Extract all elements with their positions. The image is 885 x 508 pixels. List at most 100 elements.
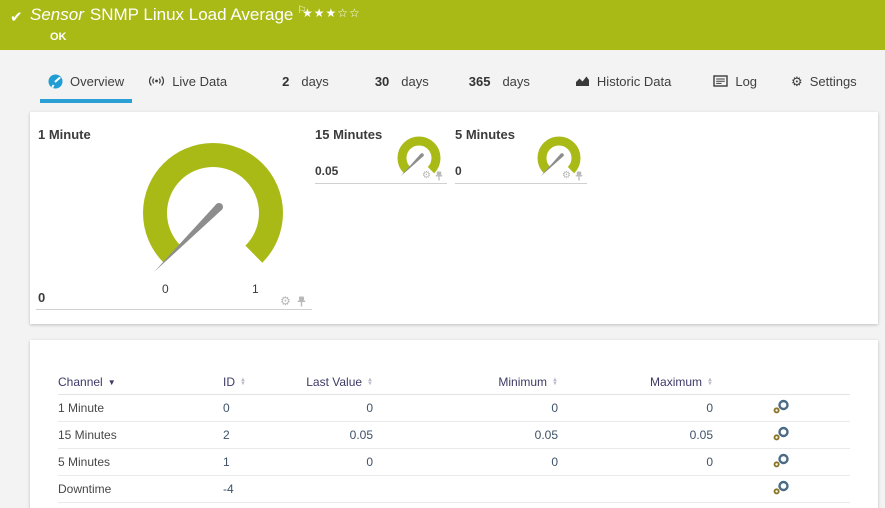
- channel-id: -4: [223, 475, 298, 503]
- page-title: SNMP Linux Load Average: [89, 5, 294, 24]
- flag-icon[interactable]: ⚐: [297, 5, 307, 17]
- sort-icon: ▲ ▼: [240, 377, 246, 387]
- gauges-panel: 1 Minute 0 1 0 ⚙ 15 Minutes 0.05 ⚙ 5 Min…: [30, 112, 878, 324]
- active-tab-underline: [40, 99, 133, 103]
- sort-icon: ▲ ▼: [367, 377, 373, 387]
- tab-30-days-label: days: [401, 73, 429, 89]
- channels-table: Channel ▼ ID ▲ ▼ Last Value ▲ ▼ Minimum ▲ ▼ Max…: [58, 370, 850, 503]
- gauge-5min-divider: [455, 183, 587, 184]
- channel-id: 0: [223, 394, 298, 422]
- live-broadcast-icon: [148, 75, 165, 87]
- column-header-channel[interactable]: Channel ▼: [58, 370, 223, 395]
- sort-desc-icon: ▼: [107, 378, 116, 388]
- channel-name[interactable]: 5 Minutes: [58, 448, 223, 476]
- tab-2-days-label: days: [301, 73, 329, 89]
- priority-stars[interactable]: ★★★☆☆: [302, 6, 361, 20]
- gauge-1min-scale-max: 1: [252, 282, 259, 296]
- channel-minimum: 0: [373, 394, 558, 422]
- column-header-minimum[interactable]: Minimum ▲ ▼: [373, 370, 558, 395]
- tab-historic-data[interactable]: Historic Data: [575, 50, 671, 112]
- gauge-1min-actions: ⚙: [280, 295, 306, 307]
- sensor-kind-label: Sensor: [30, 5, 84, 24]
- gauge-1min-scale-min: 0: [162, 282, 169, 296]
- gauge-1min-dial: [143, 143, 283, 283]
- tab-365-days-label: days: [502, 73, 530, 89]
- channel-last-value: 0: [298, 394, 373, 422]
- pin-icon[interactable]: [297, 296, 306, 307]
- status-badge: OK: [50, 31, 67, 43]
- column-header-actions: [713, 370, 850, 395]
- channel-last-value: [298, 475, 373, 503]
- gauge-settings-gear-icon[interactable]: ⚙: [562, 170, 571, 181]
- gauge-15min-actions: ⚙: [422, 171, 443, 181]
- gauge-5min-needle: [540, 153, 564, 177]
- tab-settings-label: Settings: [809, 73, 857, 89]
- tab-live-data[interactable]: Live Data: [148, 50, 227, 112]
- gauge-15min-needle: [400, 153, 424, 177]
- channel-minimum: 0.05: [373, 421, 558, 449]
- channels-panel: Channel ▼ ID ▲ ▼ Last Value ▲ ▼ Minimum ▲ ▼ Max…: [30, 340, 878, 508]
- channel-name[interactable]: Downtime: [58, 475, 223, 503]
- edit-channel-gears-icon[interactable]: [773, 480, 790, 495]
- tab-365-days[interactable]: 365 days: [469, 50, 530, 112]
- tab-bar: Overview Live Data 2 days 30 days 365 da…: [0, 50, 885, 112]
- gauge-15min-value: 0.05: [315, 164, 339, 178]
- channel-minimum: 0: [373, 448, 558, 476]
- gauge-settings-gear-icon[interactable]: ⚙: [422, 170, 431, 181]
- gauge-5min-dial: [537, 136, 581, 180]
- sensor-status-bar: ✔ Sensor SNMP Linux Load Average ⚐ ★★★☆☆ O…: [0, 0, 885, 50]
- edit-channel-gears-icon[interactable]: [773, 426, 790, 441]
- channel-name[interactable]: 15 Minutes: [58, 421, 223, 449]
- column-header-last-value[interactable]: Last Value ▲ ▼: [298, 370, 373, 395]
- column-header-id[interactable]: ID ▲ ▼: [223, 370, 298, 395]
- gauge-settings-gear-icon[interactable]: ⚙: [280, 294, 291, 308]
- gauge-1min-needle: [154, 204, 222, 272]
- sort-icon: ▲ ▼: [707, 377, 713, 387]
- gauge-icon: [48, 74, 63, 89]
- channel-id: 1: [223, 448, 298, 476]
- tab-log[interactable]: Log: [713, 50, 757, 112]
- channel-name[interactable]: 1 Minute: [58, 394, 223, 422]
- gear-icon: ⚙: [791, 73, 803, 89]
- channel-maximum: 0.05: [558, 421, 713, 449]
- tab-historic-data-label: Historic Data: [596, 73, 672, 89]
- table-header-row: Channel ▼ ID ▲ ▼ Last Value ▲ ▼ Minimum ▲ ▼ Max…: [58, 370, 850, 395]
- edit-channel-gears-icon[interactable]: [773, 453, 790, 468]
- channel-last-value: 0.05: [298, 421, 373, 449]
- pin-icon[interactable]: [435, 171, 443, 181]
- pin-icon[interactable]: [575, 171, 583, 181]
- gauge-1min-title: 1 Minute: [38, 127, 91, 142]
- gauge-15min-title: 15 Minutes: [315, 127, 383, 142]
- sort-icon: ▲ ▼: [552, 377, 558, 387]
- channel-last-value: 0: [298, 448, 373, 476]
- tab-30-days-number: 30: [374, 73, 390, 89]
- tab-overview[interactable]: Overview: [40, 50, 133, 112]
- status-ok-check-icon: ✔: [10, 9, 23, 26]
- tab-2-days-number: 2: [282, 73, 290, 89]
- gauge-1min-value: 0: [38, 290, 46, 305]
- tab-30-days[interactable]: 30 days: [375, 50, 429, 112]
- table-row[interactable]: 15 Minutes 2 0.05 0.05 0.05: [58, 421, 850, 449]
- area-chart-icon: [575, 75, 590, 87]
- channel-maximum: 0: [558, 448, 713, 476]
- column-header-maximum[interactable]: Maximum ▲ ▼: [558, 370, 713, 395]
- table-row[interactable]: 5 Minutes 1 0 0 0: [58, 448, 850, 476]
- gauge-5min-title: 5 Minutes: [455, 127, 515, 142]
- gauge-5min-value: 0: [455, 164, 462, 178]
- gauge-5min-actions: ⚙: [562, 171, 583, 181]
- table-row[interactable]: 1 Minute 0 0 0 0: [58, 394, 850, 422]
- tab-settings[interactable]: ⚙ Settings: [791, 50, 857, 112]
- tab-2-days[interactable]: 2 days: [282, 50, 329, 112]
- sensor-title-line: Sensor SNMP Linux Load Average ⚐: [30, 5, 306, 25]
- tab-live-data-label: Live Data: [172, 73, 228, 89]
- channel-minimum: [373, 475, 558, 503]
- channel-id: 2: [223, 421, 298, 449]
- gauge-1min-divider: [36, 309, 312, 310]
- tab-365-days-number: 365: [468, 73, 491, 89]
- edit-channel-gears-icon[interactable]: [773, 399, 790, 414]
- table-row[interactable]: Downtime -4: [58, 475, 850, 503]
- tab-overview-label: Overview: [70, 73, 125, 89]
- log-list-icon: [713, 75, 729, 87]
- tab-log-label: Log: [735, 73, 758, 89]
- gauge-15min-dial: [397, 136, 441, 180]
